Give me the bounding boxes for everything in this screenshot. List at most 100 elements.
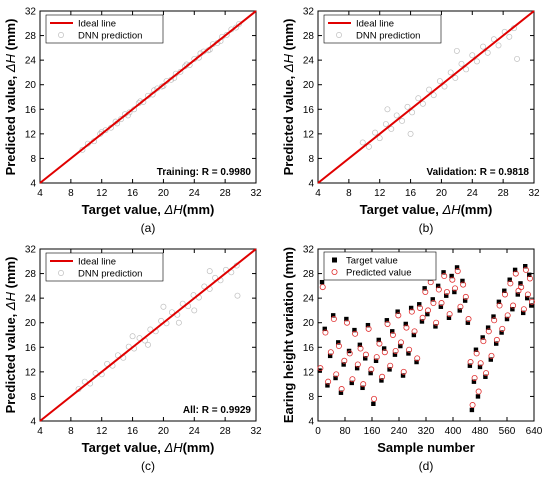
legend-label-dnn-prediction: DNN prediction <box>78 269 142 280</box>
target-value-point <box>510 307 515 312</box>
x-axis-label-symbol: ΔH <box>441 202 461 217</box>
target-value-point <box>414 359 419 365</box>
x-tick-label: 32 <box>250 426 262 437</box>
target-value-point <box>444 293 449 298</box>
predicted-value-point <box>357 345 364 352</box>
x-axis-label: Sample number <box>377 440 475 455</box>
target-value-point <box>365 322 371 328</box>
predicted-value-point <box>520 306 527 313</box>
y-axis-label-prefix: Predicted value, <box>281 72 296 175</box>
target-value-point <box>333 375 338 381</box>
predicted-value-point <box>317 365 324 372</box>
dnn-prediction-point <box>145 341 151 348</box>
x-tick-label: 20 <box>158 188 170 199</box>
target-value-point <box>494 341 499 346</box>
target-value-point <box>406 351 411 356</box>
x-tick-label: 4 <box>37 426 43 437</box>
target-value-point <box>515 292 520 297</box>
dnn-prediction-point <box>372 129 379 136</box>
legend-label-ideal-line: Ideal line <box>356 19 394 30</box>
y-tick-label: 16 <box>25 343 37 354</box>
y-tick-label: 16 <box>25 105 37 116</box>
dnn-prediction-point <box>404 103 411 110</box>
y-tick-label: 12 <box>25 367 37 378</box>
target-value-point <box>379 378 384 383</box>
predicted-value-point <box>522 266 529 273</box>
target-value-point <box>403 321 408 327</box>
legend-label-dnn-prediction: DNN prediction <box>356 31 420 42</box>
y-axis-label-symbol: ΔH <box>281 53 296 73</box>
x-tick-label: 8 <box>68 426 74 437</box>
legend-box <box>45 252 164 282</box>
legend-box <box>45 14 164 44</box>
predicted-value-point <box>488 352 495 359</box>
dnn-prediction-point <box>415 95 422 102</box>
target-value-point <box>521 310 526 316</box>
dnn-prediction-point <box>234 292 241 299</box>
target-value-point <box>338 390 344 395</box>
y-tick-label: 20 <box>303 318 315 329</box>
target-value-point <box>441 270 446 275</box>
x-tick-label: 80 <box>339 426 351 437</box>
target-value-point <box>499 330 504 335</box>
y-tick-label: 4 <box>30 417 36 428</box>
panel-label: (d) <box>419 459 434 473</box>
y-tick-label: 8 <box>30 392 36 403</box>
target-value-point <box>457 308 462 313</box>
target-value-point <box>368 370 373 376</box>
r-value-annotation: Training: R = 0.9980 <box>157 167 252 178</box>
target-value-point <box>471 379 477 384</box>
target-value-point <box>483 374 488 379</box>
dnn-prediction-point <box>430 92 437 99</box>
legend-label-dnn-prediction: DNN prediction <box>78 31 142 42</box>
y-tick-label: 8 <box>30 154 36 165</box>
target-value-point <box>502 288 507 293</box>
dnn-prediction-point <box>480 43 487 50</box>
predicted-value-point <box>327 349 334 356</box>
dnn-prediction-point <box>129 333 136 340</box>
dnn-prediction-point <box>419 100 426 107</box>
y-axis-label: Predicted value, ΔH (mm) <box>281 19 296 176</box>
dnn-prediction-point <box>409 109 416 116</box>
ideal-line <box>39 10 257 184</box>
target-value-point <box>488 357 493 362</box>
predicted-value-point <box>507 280 514 287</box>
x-axis-label-prefix: Target value, <box>360 202 443 217</box>
predicted-value-point <box>341 357 348 364</box>
x-tick-label: 32 <box>528 188 540 199</box>
dnn-prediction-point <box>177 68 184 75</box>
target-value-point <box>408 305 414 311</box>
y-axis-label-suffix: (mm) <box>3 19 18 54</box>
predicted-value-point <box>524 291 531 298</box>
target-value-point <box>496 299 502 305</box>
legend-target-swatch <box>332 257 337 263</box>
panel-label: (c) <box>141 459 155 473</box>
predicted-value-point <box>469 402 476 409</box>
target-value-point <box>529 303 534 308</box>
target-value-point <box>336 340 341 345</box>
y-tick-label: 4 <box>308 179 314 190</box>
predicted-value-point <box>493 336 500 343</box>
target-value-point <box>322 326 327 332</box>
x-tick-label: 32 <box>250 188 262 199</box>
target-value-point <box>518 281 523 286</box>
legend-predicted-swatch <box>331 268 338 275</box>
x-tick-label: 20 <box>436 188 448 199</box>
plot-frame <box>39 248 257 422</box>
predicted-value-point <box>406 346 413 353</box>
y-tick-label: 12 <box>25 129 37 140</box>
plot-frame <box>317 10 535 184</box>
dnn-prediction-point <box>399 118 406 124</box>
predicted-value-point <box>322 329 329 336</box>
dnn-prediction-point <box>384 106 391 113</box>
target-value-point <box>435 283 441 289</box>
target-value-point <box>475 394 481 399</box>
predicted-value-point <box>368 366 375 373</box>
target-value-point <box>319 279 325 285</box>
target-value-point <box>425 311 430 317</box>
dnn-prediction-point <box>453 47 460 54</box>
dnn-prediction-point <box>469 52 476 59</box>
target-value-point <box>454 265 460 270</box>
dnn-prediction-point <box>426 86 433 93</box>
predicted-value-point <box>373 354 380 361</box>
